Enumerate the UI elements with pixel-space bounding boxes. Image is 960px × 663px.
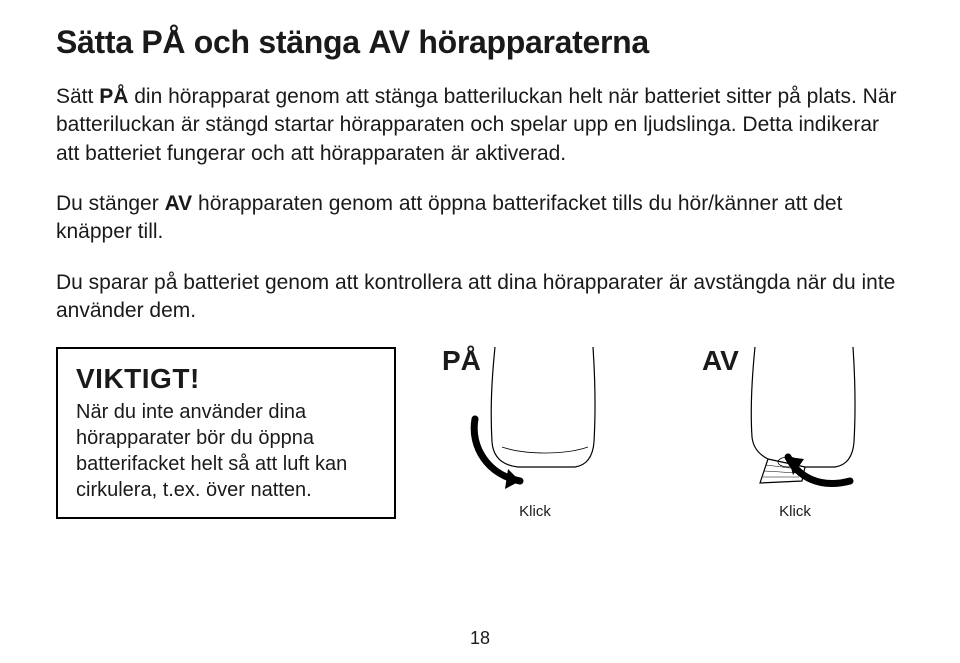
- on-label: PÅ: [442, 345, 481, 377]
- click-label-off: Klick: [779, 503, 811, 520]
- paragraph-1: Sätt PÅ din hörapparat genom att stänga …: [56, 83, 904, 168]
- illustration-on: PÅ Klick: [450, 347, 620, 520]
- important-box: VIKTIGT! När du inte använder dina hörap…: [56, 347, 396, 519]
- title-post: hörapparaterna: [410, 24, 649, 60]
- p2-strong: AV: [165, 192, 193, 215]
- off-label: AV: [702, 345, 739, 377]
- page-title: Sätta PÅ och stänga AV hörapparaterna: [56, 24, 904, 61]
- title-mid: och stänga: [185, 24, 368, 60]
- p1-strong: PÅ: [99, 85, 128, 108]
- illustration-group: PÅ Klick AV: [426, 347, 904, 520]
- paragraph-3: Du sparar på batteriet genom att kontrol…: [56, 269, 904, 326]
- title-pre: Sätta: [56, 24, 141, 60]
- p1-post: din hörapparat genom att stänga batteril…: [56, 85, 897, 165]
- p2-pre: Du stänger: [56, 192, 165, 215]
- title-on: PÅ: [141, 24, 185, 60]
- paragraph-2: Du stänger AV hörapparaten genom att öpp…: [56, 190, 904, 247]
- click-label-on: Klick: [519, 503, 551, 520]
- title-off: AV: [368, 24, 409, 60]
- illustration-off: AV Klick: [710, 347, 880, 520]
- p1-pre: Sätt: [56, 85, 99, 108]
- important-heading: VIKTIGT!: [76, 363, 376, 395]
- page-number: 18: [0, 628, 960, 649]
- bottom-row: VIKTIGT! När du inte använder dina hörap…: [56, 347, 904, 520]
- important-body: När du inte använder dina hörapparater b…: [76, 399, 376, 503]
